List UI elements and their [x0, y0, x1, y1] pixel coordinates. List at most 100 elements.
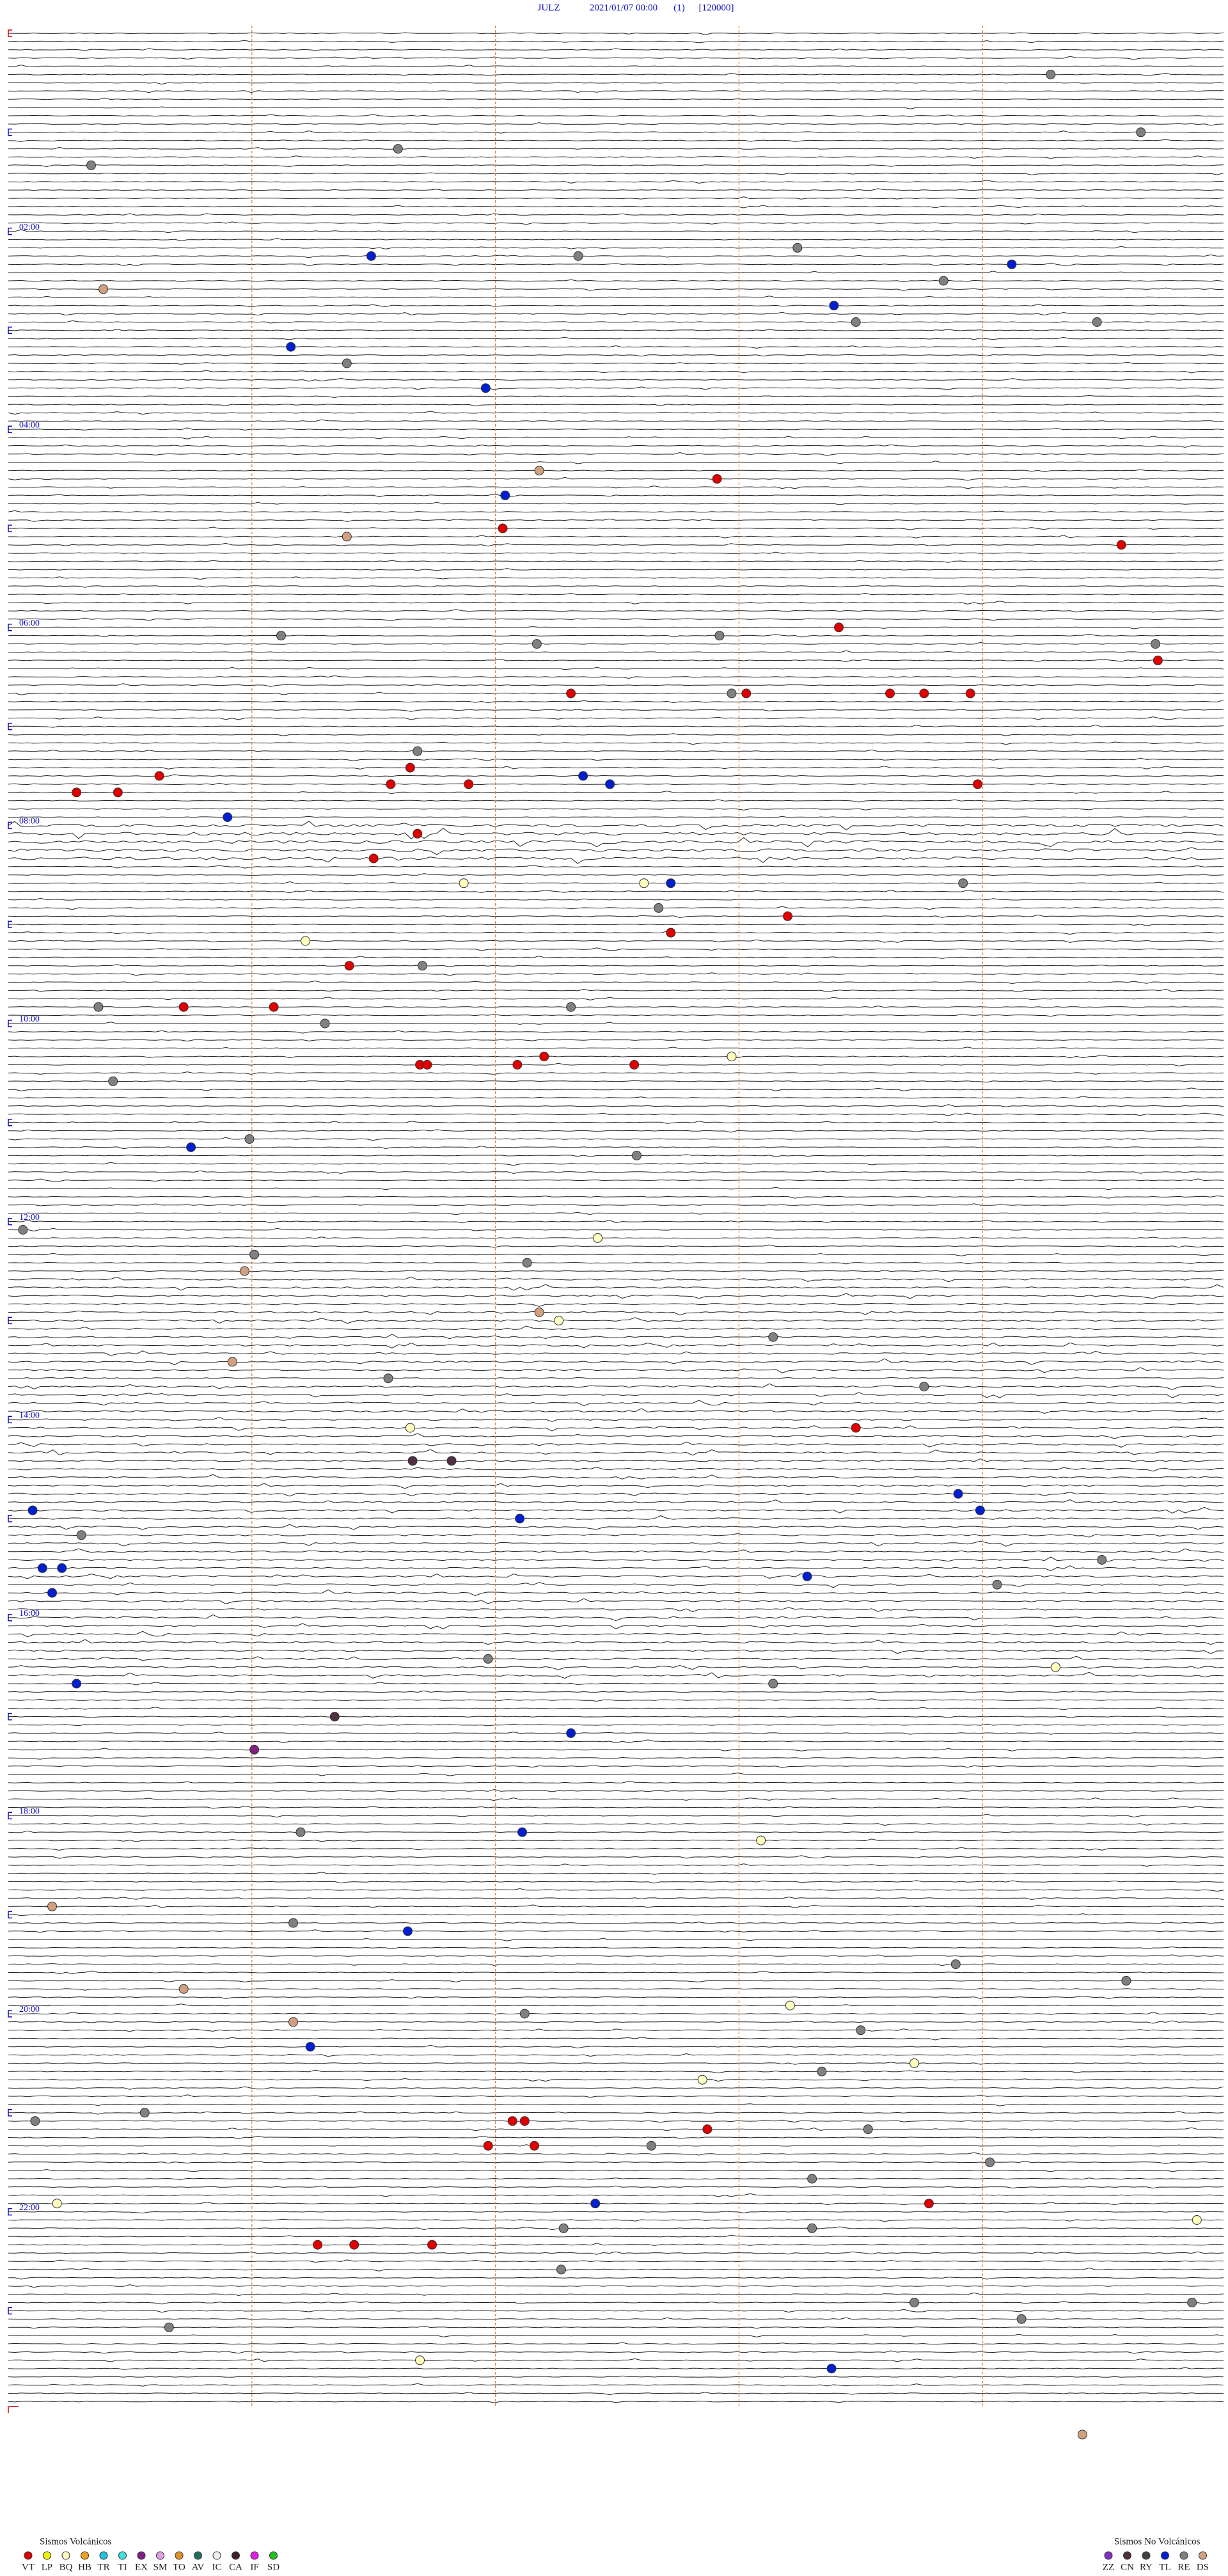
legend-code: DS [1197, 2562, 1209, 2572]
station: JULZ [538, 3, 560, 13]
trace [8, 279, 1224, 283]
event [958, 878, 968, 889]
trace [8, 733, 1224, 736]
event [909, 2298, 920, 2307]
trace [8, 1789, 1224, 1792]
event [554, 1315, 564, 1325]
trace [8, 675, 1224, 679]
event [483, 2140, 493, 2151]
hour-marker [8, 1812, 12, 1820]
trace [8, 1212, 1224, 1215]
event [18, 1225, 28, 1235]
trace [8, 1383, 1224, 1390]
event [427, 2240, 437, 2250]
trace [8, 2234, 1224, 2238]
hour-marker [8, 821, 12, 830]
trace [8, 427, 1224, 431]
legend-code: VT [22, 2562, 35, 2572]
trace [8, 947, 1224, 951]
legend-code: LP [42, 2562, 53, 2572]
event [329, 1712, 340, 1722]
event [154, 771, 164, 781]
trace [8, 1071, 1224, 1075]
trace [8, 749, 1224, 752]
trace [8, 881, 1224, 885]
trace [8, 1607, 1224, 1613]
trace [8, 1499, 1224, 1503]
trace [8, 1682, 1224, 1686]
hour-marker [8, 624, 12, 631]
trace [8, 180, 1224, 184]
event [93, 1002, 104, 1012]
trace [8, 2020, 1224, 2024]
event [578, 771, 588, 781]
trace [8, 774, 1224, 778]
hour-marker [8, 29, 12, 37]
trace [8, 2383, 1224, 2387]
trace [8, 155, 1224, 159]
legend-code: HB [78, 2562, 91, 2572]
event [1121, 1975, 1131, 1986]
event [320, 1018, 330, 1029]
trace [8, 452, 1224, 456]
trace [8, 72, 1224, 76]
event [666, 928, 676, 938]
legend-swatch [1104, 2551, 1113, 2560]
trace [8, 518, 1224, 522]
legend: Sismos Volcánicos Sismos No Volcánicos V… [22, 2536, 1209, 2572]
trace [8, 782, 1224, 786]
event [249, 1744, 260, 1755]
trace [8, 2309, 1224, 2313]
trace [8, 1781, 1224, 1784]
trace [8, 1671, 1224, 1679]
trace [8, 535, 1224, 539]
event [950, 1959, 961, 1970]
event [807, 2223, 817, 2233]
trace [8, 2317, 1224, 2320]
trace [8, 1639, 1224, 1645]
trace [8, 2211, 1224, 2214]
time-label: 08:00 [19, 817, 40, 826]
legend-code: EX [135, 2562, 148, 2572]
channel: (1) [673, 3, 685, 13]
trace [8, 477, 1224, 481]
trace [8, 972, 1224, 976]
trace [8, 97, 1224, 100]
event [517, 1827, 527, 1837]
hour-marker [8, 1416, 12, 1423]
event [464, 779, 474, 789]
trace [8, 1170, 1224, 1174]
trace [8, 172, 1224, 176]
trace [8, 1054, 1224, 1059]
trace [8, 1145, 1224, 1150]
trace [8, 2069, 1224, 2074]
trace [8, 287, 1224, 291]
event [223, 812, 233, 822]
event [244, 1134, 255, 1144]
trace [8, 2358, 1224, 2362]
event [368, 853, 379, 864]
event [483, 1654, 493, 1664]
trace [8, 469, 1224, 473]
trace [8, 1038, 1224, 1042]
event [885, 688, 895, 699]
trace [8, 2028, 1224, 2032]
hour-marker [8, 921, 12, 928]
event [631, 1150, 642, 1160]
trace [8, 865, 1224, 869]
trace [8, 592, 1224, 596]
time-label: 20:00 [19, 2005, 40, 2014]
trace [8, 2103, 1224, 2106]
trace [8, 1261, 1224, 1265]
event [531, 639, 542, 649]
trace [8, 1458, 1224, 1462]
trace [8, 246, 1224, 249]
trace [8, 924, 1224, 926]
trace [8, 1483, 1224, 1489]
legend-code: CA [229, 2562, 242, 2572]
event [249, 1249, 260, 1260]
event [512, 1060, 523, 1070]
time-label: 14:00 [19, 1410, 40, 1420]
hour-marker [8, 1217, 12, 1226]
trace [8, 658, 1224, 663]
